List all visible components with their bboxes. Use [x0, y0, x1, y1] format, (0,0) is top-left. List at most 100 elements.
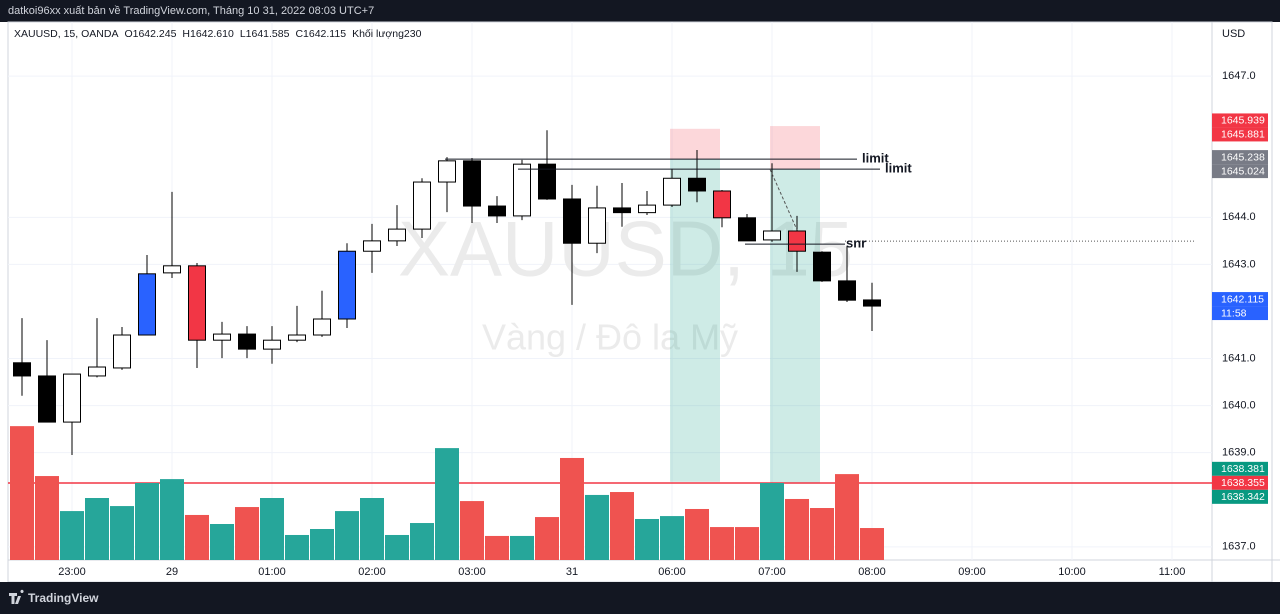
candle-body	[38, 375, 56, 423]
volume-bar	[160, 479, 184, 560]
y-tick-label: 1647.0	[1222, 70, 1256, 82]
price-badge-label: 1642.115	[1221, 293, 1264, 305]
legend-item: O1642.245	[124, 28, 176, 40]
top-bar	[0, 0, 1280, 22]
volume-bar	[235, 507, 259, 560]
volume-bar	[760, 482, 784, 560]
candle-body	[788, 230, 806, 252]
y-tick-label: 1643.0	[1222, 258, 1256, 270]
candle-body	[538, 163, 556, 200]
candle-body	[638, 204, 656, 214]
watermark: XAUUSD, 15	[398, 205, 853, 293]
price-badge-label: 1638.381	[1221, 463, 1265, 475]
volume-bar	[360, 498, 384, 560]
candle-body	[863, 299, 881, 307]
price-badge-label: 1638.342	[1221, 491, 1265, 503]
candle-body	[138, 273, 156, 336]
candle-body	[688, 177, 706, 192]
candle-body	[388, 228, 406, 242]
candle-body	[513, 163, 531, 217]
price-badge	[1212, 127, 1268, 142]
volume-bar	[35, 476, 59, 560]
volume-bar	[585, 494, 609, 560]
volume-bar	[60, 511, 84, 560]
price-badge	[1212, 292, 1268, 307]
candle-body	[13, 362, 31, 377]
volume-bar	[260, 498, 284, 560]
x-tick-label: 29	[166, 566, 178, 578]
volume-bar	[310, 529, 334, 560]
legend-item: L1641.585	[240, 28, 290, 40]
y-tick-label: 1641.0	[1222, 352, 1256, 364]
price-badge	[1212, 475, 1268, 490]
price-badge	[1212, 489, 1268, 504]
x-tick-label: 01:00	[258, 566, 286, 578]
x-tick-label: 06:00	[658, 566, 686, 578]
candle-body	[413, 181, 431, 230]
price-badge	[1212, 113, 1268, 128]
price-badge-label: 1645.238	[1221, 151, 1265, 163]
candle-body	[713, 190, 731, 219]
volume-bar	[460, 501, 484, 560]
x-tick-label: 31	[566, 566, 578, 578]
candle-body	[338, 250, 356, 320]
volume-bar	[285, 534, 309, 560]
candle-body	[488, 205, 506, 217]
candle-body	[213, 333, 231, 341]
arrow	[769, 168, 798, 231]
stop-zone	[670, 128, 720, 160]
candle-body	[63, 373, 81, 423]
candle-body	[188, 265, 206, 341]
footer-bar	[0, 582, 1280, 614]
price-badge-label: 1645.881	[1221, 129, 1265, 141]
x-tick-label: 11:00	[1159, 566, 1186, 578]
price-badge	[1212, 150, 1268, 165]
x-tick-label: 07:00	[758, 566, 786, 578]
watermark-subtitle: Vàng / Đô la Mỹ	[482, 317, 738, 358]
candle-body	[763, 230, 781, 241]
candle-body	[238, 333, 256, 350]
volume-bar	[210, 523, 234, 560]
volume-bar	[410, 523, 434, 560]
volume-bar	[835, 474, 859, 560]
volume-bar	[385, 534, 409, 560]
candle-body	[163, 265, 181, 274]
candle-body	[463, 160, 481, 207]
candle-body	[813, 251, 831, 282]
x-tick-label: 03:00	[458, 566, 486, 578]
price-badge-label: 11:58	[1221, 307, 1247, 319]
snr-label: snr	[846, 236, 866, 251]
candle-body	[88, 366, 106, 377]
target-zone	[770, 169, 820, 484]
x-tick-label: 10:00	[1058, 566, 1086, 578]
price-badge-label: 1638.355	[1221, 477, 1265, 489]
volume-bar	[860, 528, 884, 560]
y-tick-label: 1640.0	[1222, 400, 1256, 412]
candle-body	[313, 318, 331, 336]
volume-bar	[135, 482, 159, 560]
stop-zone	[770, 126, 820, 170]
target-zone	[670, 159, 720, 482]
volume-bar	[485, 535, 509, 560]
volume-bar	[710, 527, 734, 560]
volume-bar	[510, 535, 534, 560]
candle-body	[663, 177, 681, 206]
publisher: datkoi96xx xuất bản về TradingView.com, …	[8, 5, 374, 17]
volume-bar	[560, 457, 584, 560]
brand: TradingView	[28, 591, 99, 605]
volume-bar	[435, 448, 459, 560]
volume-bar	[535, 517, 559, 560]
volume-bar	[660, 516, 684, 560]
candle-body	[438, 160, 456, 183]
legend-item: C1642.115	[295, 28, 346, 40]
limit-label: limit	[885, 161, 912, 176]
candle-body	[738, 217, 756, 242]
chart-area	[0, 22, 1280, 582]
candle-body	[613, 207, 631, 214]
legend-item: XAUUSD, 15, OANDA	[14, 28, 118, 40]
volume-bar	[110, 506, 134, 560]
currency: USD	[1222, 28, 1245, 40]
candle-body	[113, 334, 131, 369]
price-badge	[1212, 164, 1268, 179]
